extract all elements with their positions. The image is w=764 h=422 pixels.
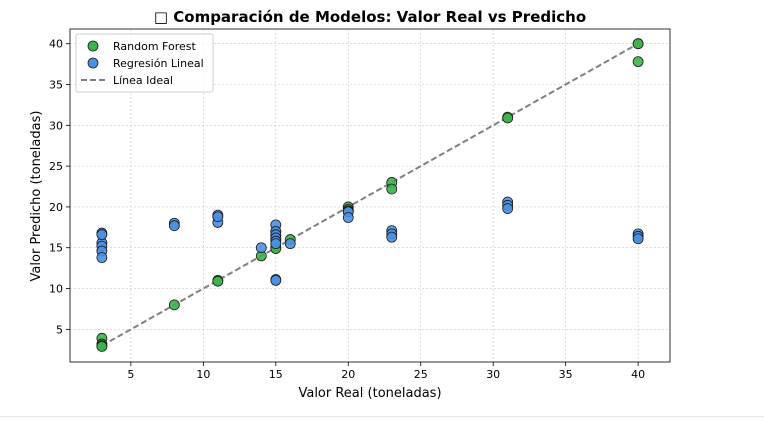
linear-regression-point: [386, 231, 398, 243]
random-forest-point: [96, 341, 108, 352]
points-layer: [96, 38, 644, 352]
y-tick-label: 40: [49, 38, 63, 51]
random-forest-point: [502, 112, 514, 124]
x-axis-title: Valor Real (toneladas): [298, 386, 441, 401]
legend-marker-random-forest: [87, 40, 99, 52]
linear-regression-point: [212, 211, 224, 223]
linear-regression-point: [168, 220, 180, 232]
x-tick-label: 35: [559, 368, 573, 381]
y-tick-label: 30: [49, 119, 63, 132]
x-tick-label: 15: [269, 368, 283, 381]
legend-marker-linear-regression: [87, 57, 99, 69]
linear-regression-point: [96, 229, 108, 241]
linear-regression-point: [96, 252, 108, 263]
page-divider: [0, 416, 764, 417]
linear-regression-point: [270, 274, 282, 286]
ticks-layer: 5 10 15 20 25 30 35 40 5 10 15 20 25 30 35 40: [49, 38, 645, 381]
legend-label-ideal-line: Línea Ideal: [113, 74, 173, 87]
y-tick-label: 10: [49, 283, 63, 296]
y-tick-label: 20: [49, 201, 63, 214]
linear-regression-point: [284, 238, 296, 250]
legend-label-random-forest: Random Forest: [113, 40, 196, 53]
linear-regression-point: [632, 233, 644, 245]
random-forest-point: [212, 275, 224, 287]
y-axis-title: Valor Predicho (toneladas): [29, 111, 44, 282]
random-forest-point: [386, 183, 398, 195]
x-tick-label: 40: [631, 368, 645, 381]
x-tick-label: 20: [341, 368, 355, 381]
y-tick-label: 25: [49, 160, 63, 173]
linear-regression-point: [342, 212, 354, 223]
x-tick-label: 5: [127, 368, 134, 381]
ideal-line-layer: [101, 42, 639, 347]
x-tick-label: 25: [414, 368, 428, 381]
y-tick-label: 35: [49, 79, 63, 92]
x-tick-label: 10: [196, 368, 210, 381]
y-tick-label: 15: [49, 242, 63, 255]
linear-regression-point: [502, 203, 514, 214]
y-tick-label: 5: [56, 323, 63, 336]
legend-label-linear-regression: Regresión Lineal: [113, 57, 204, 70]
random-forest-point: [168, 299, 180, 311]
random-forest-point: [632, 38, 644, 50]
legend: Random Forest Regresión Lineal Línea Ide…: [75, 33, 214, 93]
ideal-line: [101, 42, 639, 347]
linear-regression-point: [255, 242, 267, 254]
x-tick-label: 30: [486, 368, 500, 381]
random-forest-point: [632, 56, 644, 68]
plot-frame: [69, 28, 671, 363]
linear-regression-point: [270, 238, 282, 250]
chart-title: □ Comparación de Modelos: Valor Real vs …: [154, 8, 586, 26]
legend-box: [75, 33, 214, 93]
